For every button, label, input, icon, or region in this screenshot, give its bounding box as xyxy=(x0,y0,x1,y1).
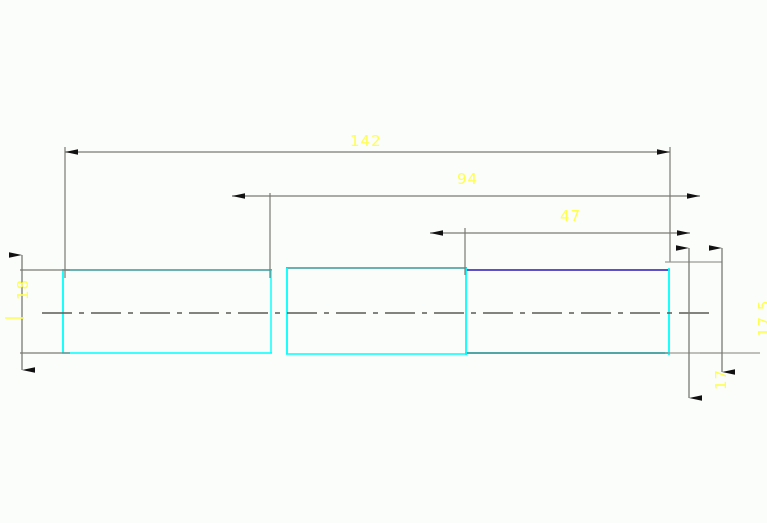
dimension-label-142: 142 xyxy=(350,132,382,150)
extension-lines xyxy=(20,147,760,354)
part-outline xyxy=(62,267,670,355)
dimension-label-18: 18 xyxy=(14,278,32,300)
dimension-lines-horizontal xyxy=(65,149,700,236)
dimension-label-17p5: 17.5 xyxy=(755,299,767,337)
part-section-3 xyxy=(465,268,670,355)
dimension-label-47: 47 xyxy=(560,207,582,225)
part-section-2 xyxy=(286,267,467,355)
dimension-label-94: 94 xyxy=(457,170,479,188)
dimension-lines-vertical xyxy=(9,245,735,401)
part-section-1 xyxy=(62,269,272,354)
dimension-label-17: 17 xyxy=(712,368,730,390)
